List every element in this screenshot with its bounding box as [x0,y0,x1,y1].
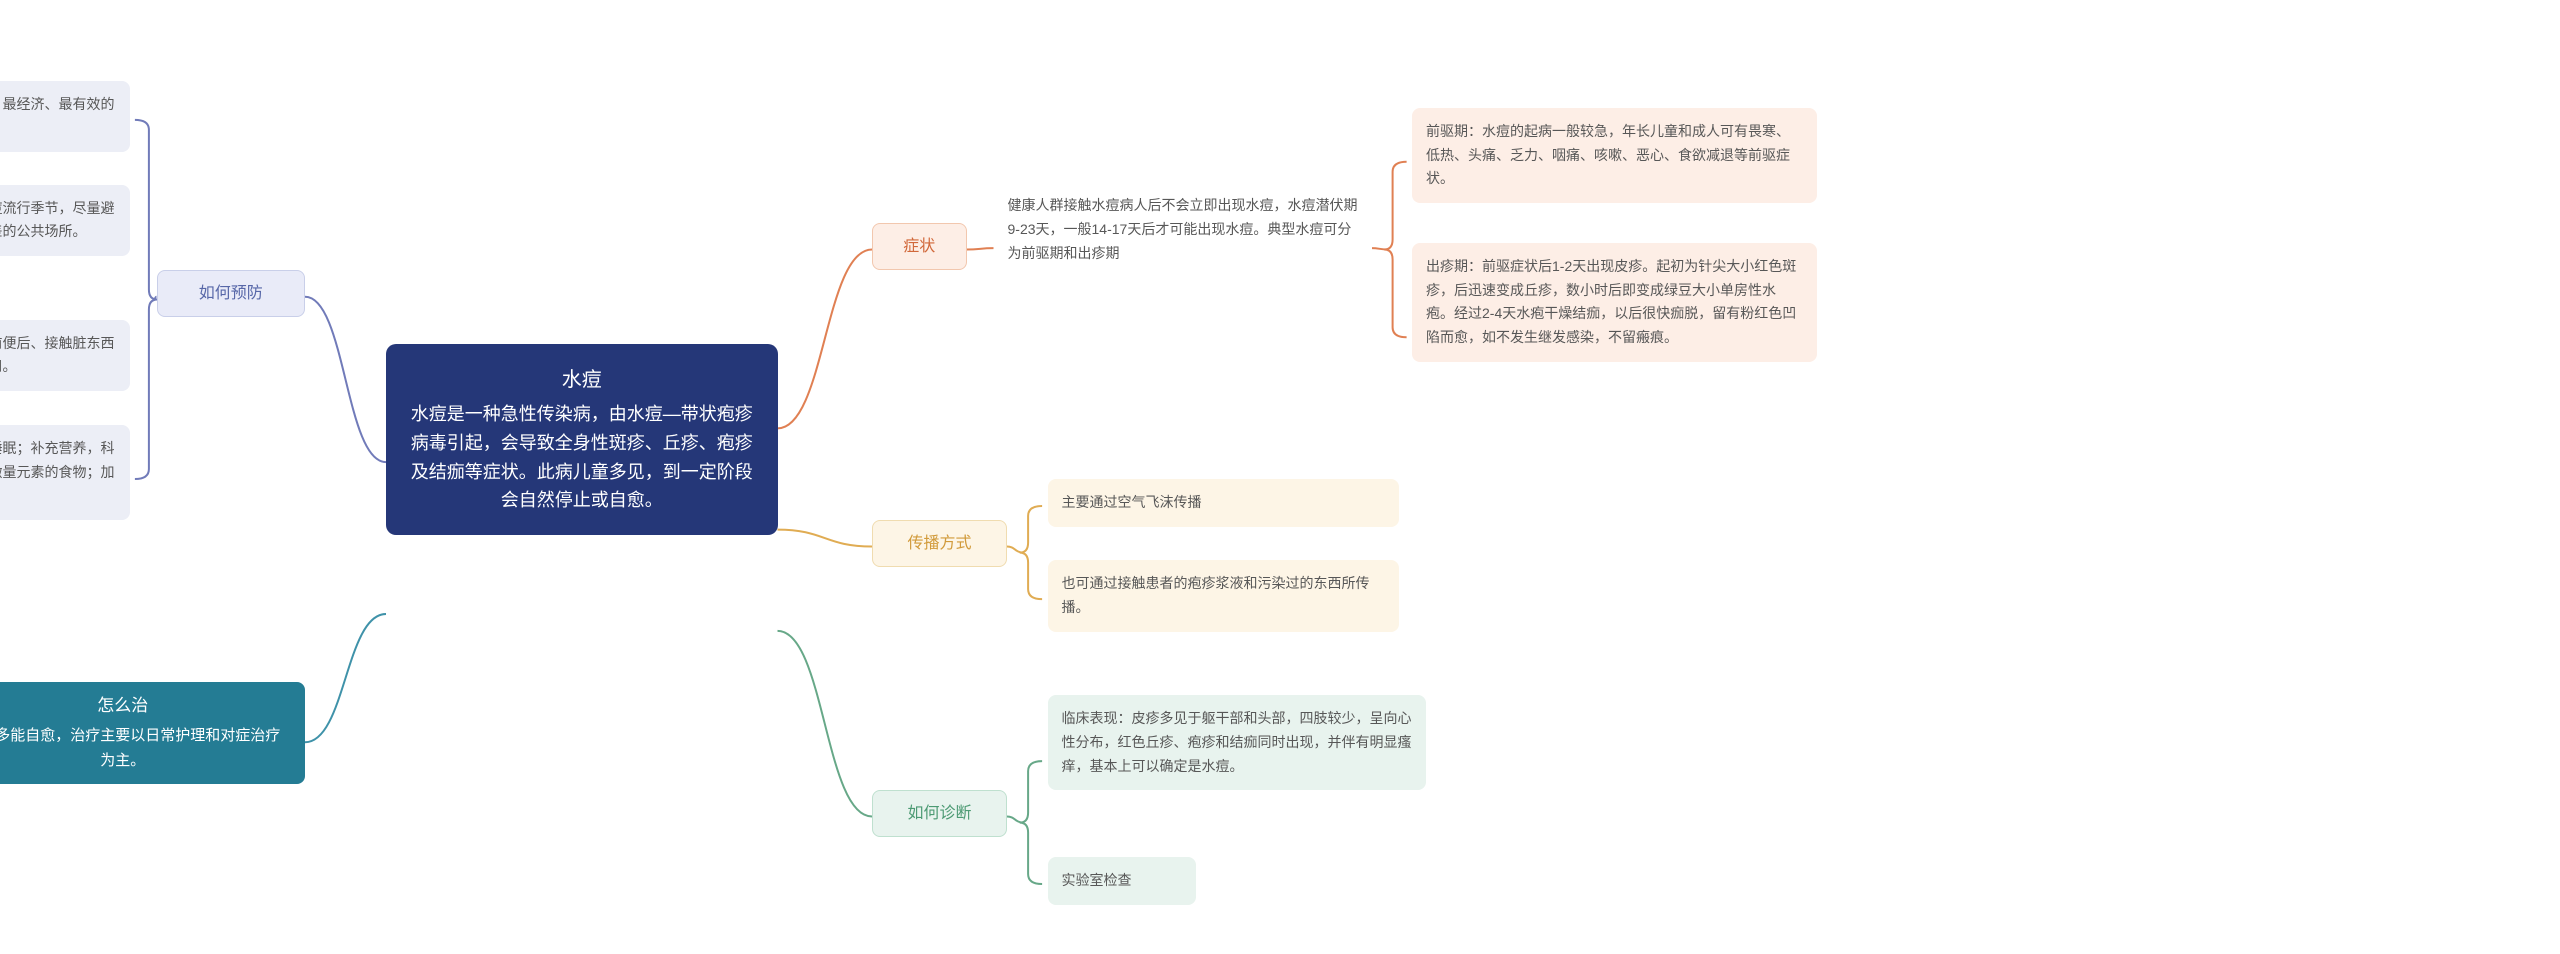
leaf-diagnose-1-text: 实验室检查 [1062,872,1132,888]
leaf-symptoms-0: 前驱期：水痘的起病一般较急，年长儿童和成人可有畏寒、低热、头痛、乏力、咽痛、咳嗽… [1412,108,1817,203]
leaf-prevent-2: 养成良好卫生和生活习惯，在饭前便后、接触脏东西后要洗手，毛巾等私人物品不混用。 [0,320,130,392]
leaf-diagnose-0-text: 临床表现：皮疹多见于躯干部和头部，四肢较少，呈向心性分布，红色丘疹、疱疹和结痂同… [1062,710,1412,774]
leaf-diagnose-0: 临床表现：皮疹多见于躯干部和头部，四肢较少，呈向心性分布，红色丘疹、疱疹和结痂同… [1048,695,1426,790]
leaf-symptoms-1-text: 出疹期：前驱症状后1-2天出现皮疹。起初为针尖大小红色斑疹，后迅速变成丘疹，数小… [1426,258,1796,345]
leaf-prevent-0-text: 接种水痘疫苗是预防水痘最科学、最经济、最有效的途径。 [0,96,115,136]
leaf-transmit-1: 也可通过接触患者的疱疹浆液和污染过的东西所传播。 [1048,560,1399,632]
branch-symptoms-label: 症状 [903,238,935,255]
symptoms-desc-text: 健康人群接触水痘病人后不会立即出现水痘，水痘潜伏期9-23天，一般14-17天后… [1008,197,1358,261]
branch-diagnose-label: 如何诊断 [907,805,971,822]
leaf-transmit-1-text: 也可通过接触患者的疱疹浆液和污染过的东西所传播。 [1062,575,1370,615]
symptoms-desc: 健康人群接触水痘病人后不会立即出现水痘，水痘潜伏期9-23天，一般14-17天后… [994,182,1372,277]
branch-prevent: 如何预防 [157,270,306,318]
branch-symptoms: 症状 [872,223,967,271]
leaf-transmit-0-text: 主要通过空气飞沫传播 [1062,494,1202,510]
branch-transmit-label: 传播方式 [907,535,971,552]
leaf-prevent-3: 充足休息，避免过度疲劳，合理睡眠；补充营养，科学饮食，宜多食富含优质蛋白、微量元… [0,425,130,520]
leaf-symptoms-0-text: 前驱期：水痘的起病一般较急，年长儿童和成人可有畏寒、低热、头痛、乏力、咽痛、咳嗽… [1426,123,1790,187]
leaf-diagnose-1: 实验室检查 [1048,857,1197,905]
branch-treat: 怎么治 水痘多能自愈，治疗主要以日常护理和对症治疗为主。 [0,682,305,784]
branch-transmit: 传播方式 [872,520,1007,568]
connector-layer [0,0,2560,954]
branch-prevent-label: 如何预防 [199,285,263,302]
leaf-prevent-1-text: 避免与病毒感染者密切接触。水痘流行季节，尽量避免带孩子到人多拥挤、空气流通差的公… [0,200,115,240]
branch-treat-label: 水痘多能自愈，治疗主要以日常护理和对症治疗为主。 [0,727,280,770]
leaf-prevent-0: 接种水痘疫苗是预防水痘最科学、最经济、最有效的途径。 [0,81,130,153]
leaf-prevent-3-text: 充足休息，避免过度疲劳，合理睡眠；补充营养，科学饮食，宜多食富含优质蛋白、微量元… [0,440,115,504]
center-node: 水痘 水痘是一种急性传染病，由水痘—带状疱疹病毒引起，会导致全身性斑疹、丘疹、疱… [386,344,778,535]
leaf-transmit-0: 主要通过空气飞沫传播 [1048,479,1399,527]
branch-diagnose: 如何诊断 [872,790,1007,838]
center-body: 水痘是一种急性传染病，由水痘—带状疱疹病毒引起，会导致全身性斑疹、丘疹、疱疹及结… [411,404,753,510]
leaf-prevent-1: 避免与病毒感染者密切接触。水痘流行季节，尽量避免带孩子到人多拥挤、空气流通差的公… [0,185,130,257]
leaf-prevent-2-text: 养成良好卫生和生活习惯，在饭前便后、接触脏东西后要洗手，毛巾等私人物品不混用。 [0,335,115,375]
branch-treat-title: 怎么治 [0,692,287,719]
center-title: 水痘 [410,364,754,396]
leaf-symptoms-1: 出疹期：前驱症状后1-2天出现皮疹。起初为针尖大小红色斑疹，后迅速变成丘疹，数小… [1412,243,1817,362]
